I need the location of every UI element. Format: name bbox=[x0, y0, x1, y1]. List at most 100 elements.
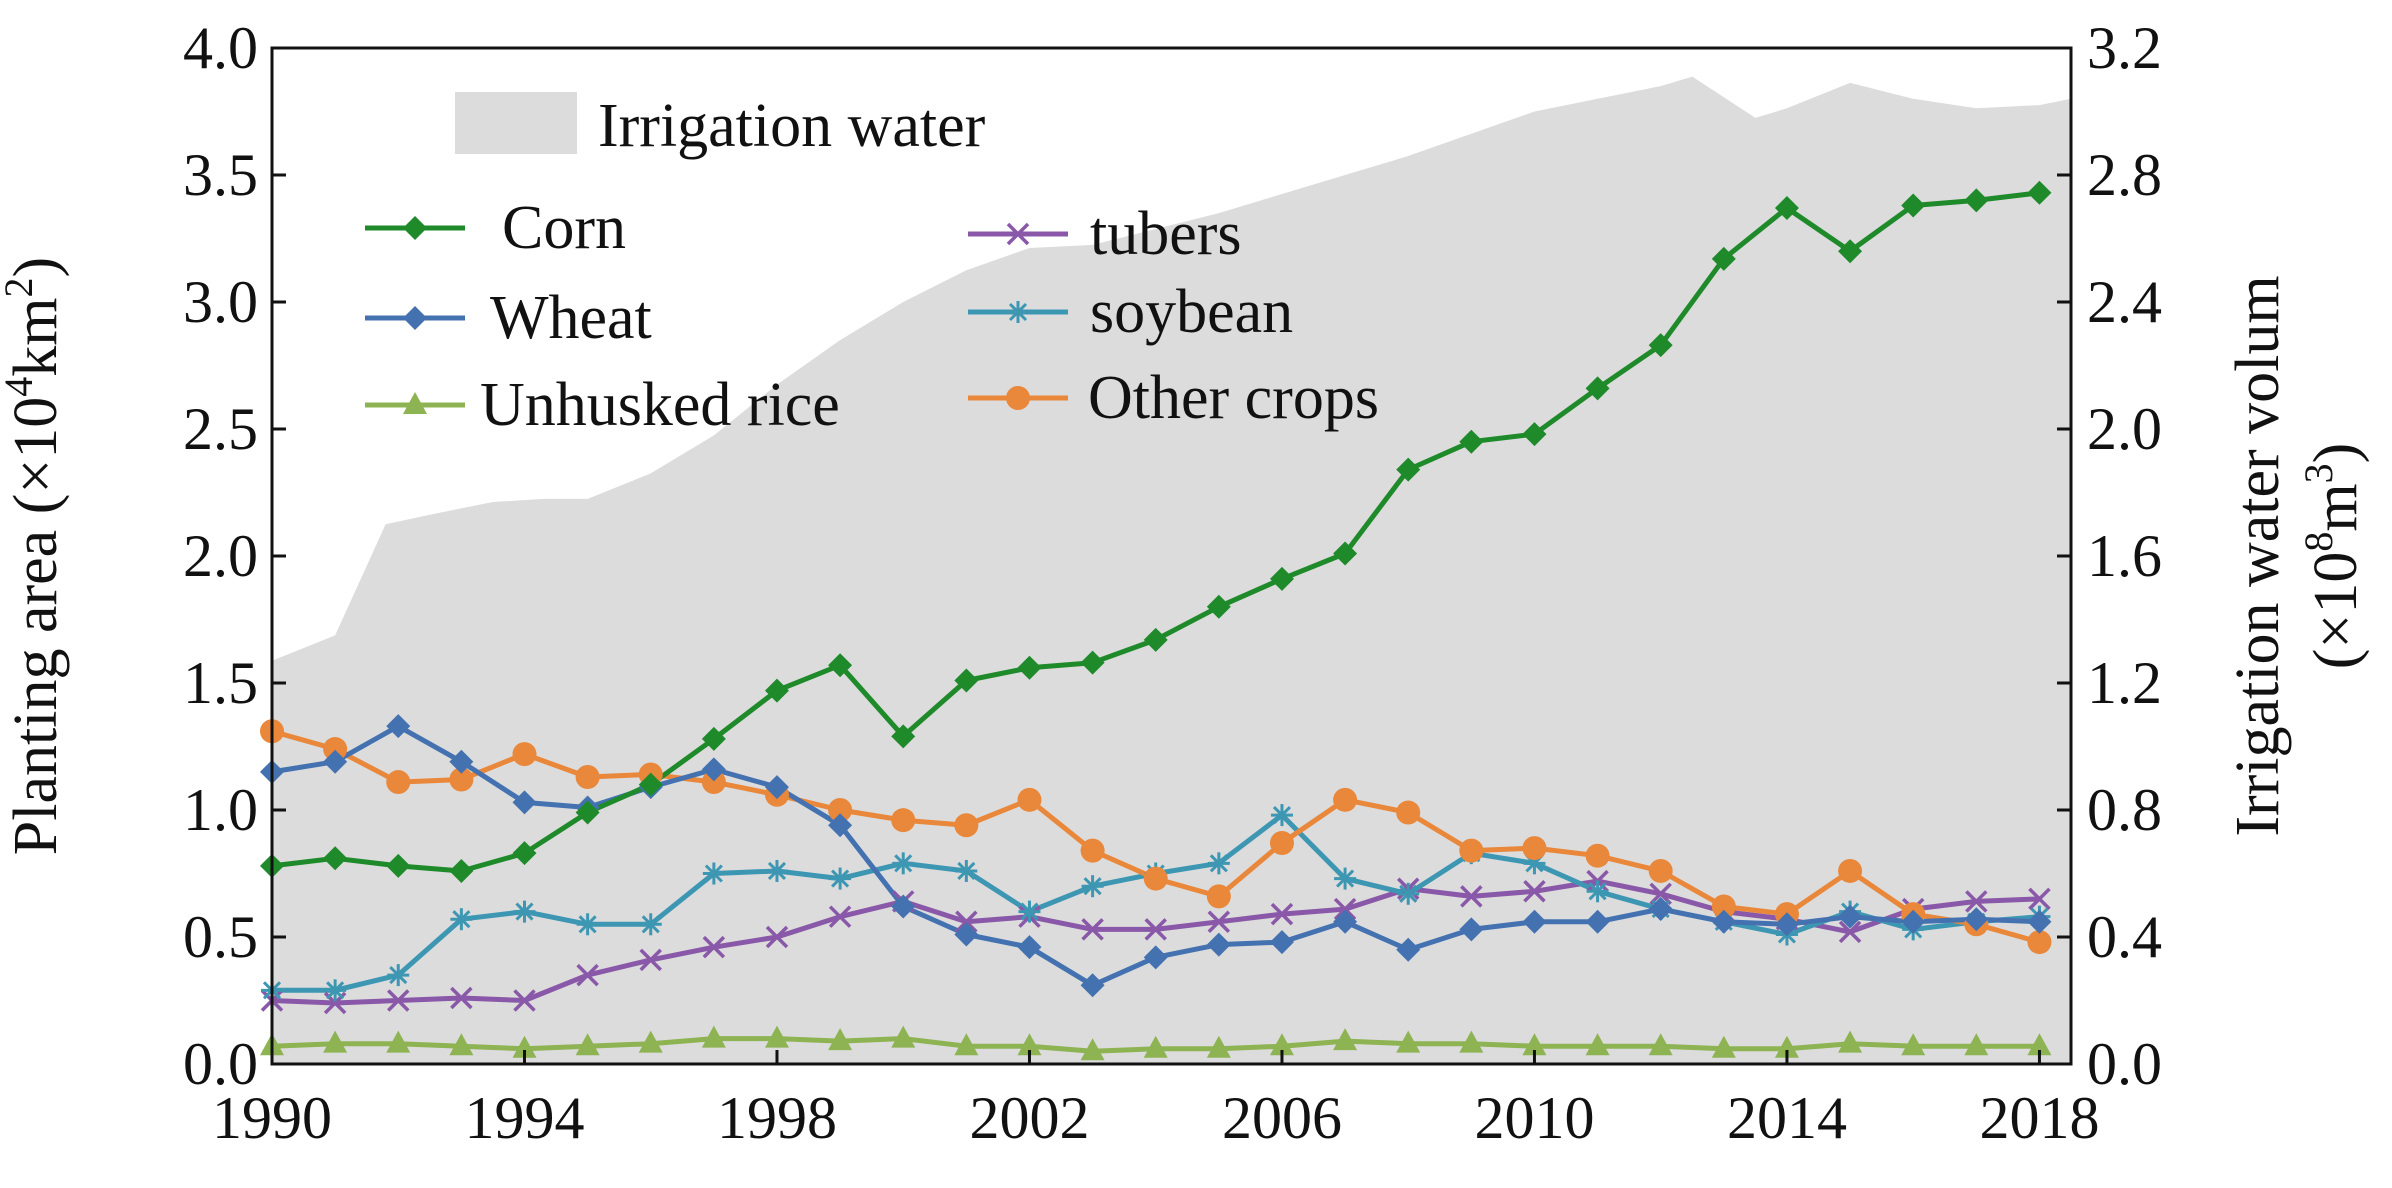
legend-marker-unhusked-rice bbox=[403, 392, 427, 414]
point-other-crops-1991 bbox=[323, 737, 348, 762]
point-unhusked-rice-2014 bbox=[1774, 1035, 1799, 1058]
y-left-tick-label: 1.5 bbox=[183, 650, 258, 716]
point-wheat-2008 bbox=[1396, 937, 1421, 962]
point-soybean-2001 bbox=[955, 859, 978, 882]
point-unhusked-rice-2006 bbox=[1269, 1033, 1294, 1056]
series-lines-layer bbox=[271, 190, 2041, 1054]
point-corn-2013 bbox=[1711, 246, 1736, 271]
point-wheat-2004 bbox=[1143, 945, 1168, 970]
point-soybean-1999 bbox=[829, 867, 852, 890]
point-wheat-2003 bbox=[1080, 973, 1105, 998]
point-tubers-2004 bbox=[1144, 918, 1167, 941]
point-wheat-2007 bbox=[1333, 909, 1358, 934]
x-tick-label-2002: 2002 bbox=[969, 1085, 1089, 1151]
point-other-crops-2005 bbox=[1206, 884, 1231, 909]
legend-label-corn: Corn bbox=[502, 194, 626, 262]
legend-marker-soybean bbox=[1007, 301, 1029, 323]
y-axis-right-title-line2: (×108m3) bbox=[2296, 443, 2370, 670]
point-corn-2007 bbox=[1333, 541, 1358, 566]
point-wheat-1999 bbox=[828, 813, 853, 838]
point-corn-2011 bbox=[1585, 376, 1610, 401]
point-unhusked-rice-2010 bbox=[1522, 1033, 1547, 1056]
point-corn-2010 bbox=[1522, 422, 1547, 447]
legend-marker-wheat bbox=[403, 306, 427, 330]
y-right-tick-label: 2.8 bbox=[2087, 142, 2162, 208]
point-soybean-2003 bbox=[1081, 875, 1104, 898]
point-unhusked-rice-1992 bbox=[386, 1030, 411, 1053]
point-unhusked-rice-2003 bbox=[1080, 1038, 1105, 1061]
point-wheat-1992 bbox=[386, 714, 411, 739]
point-other-crops-2000 bbox=[891, 808, 916, 833]
point-other-crops-1992 bbox=[386, 770, 411, 795]
point-unhusked-rice-2012 bbox=[1648, 1033, 1673, 1056]
legend-label-other-crops: Other crops bbox=[1088, 364, 1379, 432]
point-wheat-1993 bbox=[449, 749, 474, 774]
point-unhusked-rice-2015 bbox=[1838, 1030, 1863, 1053]
point-unhusked-rice-2000 bbox=[891, 1025, 916, 1048]
y-left-tick-label: 0.5 bbox=[183, 904, 258, 970]
point-tubers-2001 bbox=[955, 910, 978, 933]
y-right-tick-label: 0.0 bbox=[2087, 1031, 2162, 1097]
point-soybean-2005 bbox=[1207, 852, 1230, 875]
point-soybean-2000 bbox=[892, 852, 915, 875]
point-tubers-1998 bbox=[765, 925, 789, 949]
point-other-crops-2009 bbox=[1459, 838, 1484, 863]
point-tubers-1997 bbox=[702, 935, 726, 959]
point-unhusked-rice-1995 bbox=[575, 1033, 600, 1056]
y-left-tick-label: 1.0 bbox=[183, 777, 258, 843]
point-unhusked-rice-2005 bbox=[1206, 1035, 1231, 1058]
point-wheat-2006 bbox=[1269, 930, 1294, 955]
point-wheat-1991 bbox=[323, 749, 348, 774]
point-corn-2014 bbox=[1774, 196, 1799, 221]
point-soybean-1996 bbox=[639, 913, 662, 936]
y-right-tick-label: 0.4 bbox=[2087, 904, 2162, 970]
point-other-crops-1995 bbox=[575, 764, 600, 789]
point-corn-2018 bbox=[2027, 180, 2052, 205]
legend-label-wheat: Wheat bbox=[490, 284, 652, 352]
y-left-tick-label: 3.5 bbox=[183, 142, 258, 208]
point-tubers-1999 bbox=[828, 905, 852, 928]
legend-marker-other-crops bbox=[1006, 386, 1030, 410]
point-unhusked-rice-2008 bbox=[1396, 1030, 1421, 1053]
y-axis-right-title-line1: Irrigation water volum bbox=[2224, 275, 2292, 836]
legend-swatch-irrigation-water bbox=[455, 92, 577, 154]
point-wheat-2011 bbox=[1585, 909, 1610, 934]
point-other-crops-1997 bbox=[701, 770, 726, 795]
point-tubers-2018 bbox=[2028, 887, 2051, 911]
point-unhusked-rice-2011 bbox=[1585, 1033, 1610, 1056]
area-irrigation-water bbox=[272, 76, 2071, 1065]
point-other-crops-2001 bbox=[954, 813, 979, 838]
point-corn-2017 bbox=[1964, 188, 1989, 213]
irrigation-area-layer bbox=[272, 76, 2071, 1065]
point-other-crops-2002 bbox=[1017, 787, 1042, 812]
point-corn-2012 bbox=[1648, 333, 1673, 358]
point-unhusked-rice-1998 bbox=[764, 1025, 789, 1048]
y-right-tick-label: 1.2 bbox=[2087, 650, 2162, 716]
point-tubers-2007 bbox=[1333, 897, 1357, 921]
point-corn-2004 bbox=[1143, 627, 1168, 652]
point-wheat-2014 bbox=[1774, 912, 1799, 937]
point-wheat-2010 bbox=[1522, 909, 1547, 934]
point-tubers-2003 bbox=[1081, 918, 1104, 941]
point-corn-2003 bbox=[1080, 650, 1105, 675]
point-wheat-2018 bbox=[2027, 909, 2052, 934]
point-corn-2006 bbox=[1269, 566, 1294, 591]
point-unhusked-rice-1997 bbox=[701, 1025, 726, 1048]
point-soybean-2007 bbox=[1334, 867, 1357, 890]
point-unhusked-rice-1999 bbox=[828, 1028, 853, 1051]
point-corn-1993 bbox=[449, 858, 474, 883]
y-right-tick-label: 3.2 bbox=[2087, 15, 2162, 81]
point-corn-1998 bbox=[764, 678, 789, 703]
point-unhusked-rice-2016 bbox=[1901, 1033, 1926, 1056]
y-left-tick-label: 2.0 bbox=[183, 523, 258, 589]
x-axis: 1990 1994 1998 2002 2006 2010 2014 2018 bbox=[212, 1050, 2099, 1151]
point-tubers-2015 bbox=[1838, 920, 1862, 944]
point-corn-2016 bbox=[1901, 193, 1926, 218]
point-soybean-1994 bbox=[513, 900, 536, 923]
point-corn-2001 bbox=[954, 668, 979, 693]
point-unhusked-rice-1994 bbox=[512, 1035, 537, 1058]
point-other-crops-1994 bbox=[512, 742, 537, 767]
point-tubers-2009 bbox=[1460, 885, 1483, 908]
point-unhusked-rice-1993 bbox=[449, 1033, 474, 1056]
point-tubers-1995 bbox=[576, 963, 599, 987]
